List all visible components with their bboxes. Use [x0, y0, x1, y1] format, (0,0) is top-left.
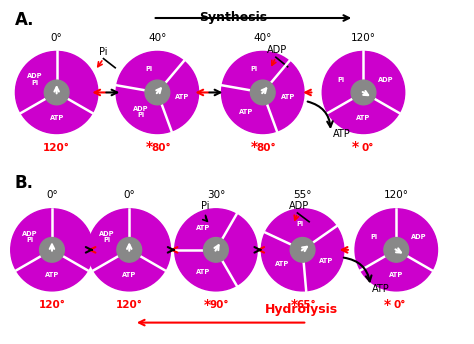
Ellipse shape: [88, 209, 171, 291]
Text: 120°: 120°: [43, 143, 70, 153]
Text: 80°: 80°: [151, 143, 171, 153]
Text: Pi: Pi: [99, 47, 108, 57]
Text: 65°: 65°: [297, 300, 316, 310]
Ellipse shape: [117, 237, 142, 262]
Text: ATP: ATP: [333, 129, 351, 139]
Text: ADP: ADP: [378, 77, 393, 83]
Text: Pi: Pi: [145, 66, 152, 72]
Text: ATP: ATP: [196, 225, 210, 231]
Text: ATP: ATP: [319, 258, 333, 264]
Ellipse shape: [250, 80, 275, 105]
Text: ADP
Pi: ADP Pi: [27, 74, 42, 86]
Text: ATP: ATP: [196, 269, 210, 275]
Text: 0°: 0°: [123, 190, 135, 200]
Ellipse shape: [16, 51, 98, 133]
Ellipse shape: [175, 209, 257, 291]
Text: ADP
Pi: ADP Pi: [100, 231, 115, 243]
Ellipse shape: [351, 80, 376, 105]
Text: 120°: 120°: [351, 33, 376, 43]
Text: 120°: 120°: [38, 300, 65, 310]
Ellipse shape: [11, 209, 93, 291]
Ellipse shape: [44, 80, 69, 105]
Text: ATP: ATP: [372, 284, 390, 294]
Text: ADP
Pi: ADP Pi: [22, 231, 37, 243]
Text: 0°: 0°: [394, 300, 406, 310]
Text: B.: B.: [15, 174, 34, 192]
Text: A.: A.: [15, 11, 34, 29]
Text: ATP: ATP: [281, 94, 295, 100]
Text: 120°: 120°: [116, 300, 143, 310]
Ellipse shape: [355, 209, 438, 291]
Ellipse shape: [261, 209, 344, 291]
Ellipse shape: [384, 237, 409, 262]
Text: 30°: 30°: [207, 190, 225, 200]
Text: ATP: ATP: [45, 272, 59, 278]
Text: ADP: ADP: [410, 234, 426, 240]
Text: *: *: [251, 140, 258, 154]
Text: Pi: Pi: [201, 201, 210, 211]
Text: Pi: Pi: [297, 222, 304, 227]
Text: 0°: 0°: [51, 33, 63, 43]
Text: ATP: ATP: [49, 115, 64, 121]
Text: *: *: [291, 298, 298, 312]
Text: ADP: ADP: [289, 201, 309, 211]
Text: *: *: [146, 140, 153, 154]
Text: 120°: 120°: [384, 190, 409, 200]
Text: ATP: ATP: [274, 261, 289, 267]
Ellipse shape: [40, 237, 64, 262]
Text: Pi: Pi: [338, 77, 345, 83]
Text: 80°: 80°: [257, 143, 276, 153]
Text: 90°: 90°: [210, 300, 229, 310]
Text: *: *: [384, 298, 392, 312]
Text: 0°: 0°: [46, 190, 58, 200]
Ellipse shape: [290, 237, 315, 262]
Ellipse shape: [116, 51, 199, 133]
Text: ATP: ATP: [175, 94, 190, 100]
Text: ATP: ATP: [356, 115, 371, 121]
Text: 40°: 40°: [148, 33, 166, 43]
Text: *: *: [204, 298, 211, 312]
Text: Pi: Pi: [250, 66, 257, 72]
Text: 40°: 40°: [254, 33, 272, 43]
Text: Pi: Pi: [371, 234, 378, 240]
Ellipse shape: [221, 51, 304, 133]
Ellipse shape: [322, 51, 405, 133]
Text: 55°: 55°: [293, 190, 312, 200]
Ellipse shape: [145, 80, 170, 105]
Text: *: *: [352, 140, 359, 154]
Text: ADP
Pi: ADP Pi: [133, 106, 149, 118]
Text: ATP: ATP: [239, 109, 254, 115]
Text: Synthesis: Synthesis: [200, 11, 268, 24]
Ellipse shape: [203, 237, 228, 262]
Text: ADP: ADP: [267, 45, 287, 55]
Text: Hydrolysis: Hydrolysis: [265, 303, 338, 316]
Text: ATP: ATP: [122, 272, 137, 278]
Text: 0°: 0°: [361, 143, 374, 153]
Text: ATP: ATP: [389, 272, 403, 278]
